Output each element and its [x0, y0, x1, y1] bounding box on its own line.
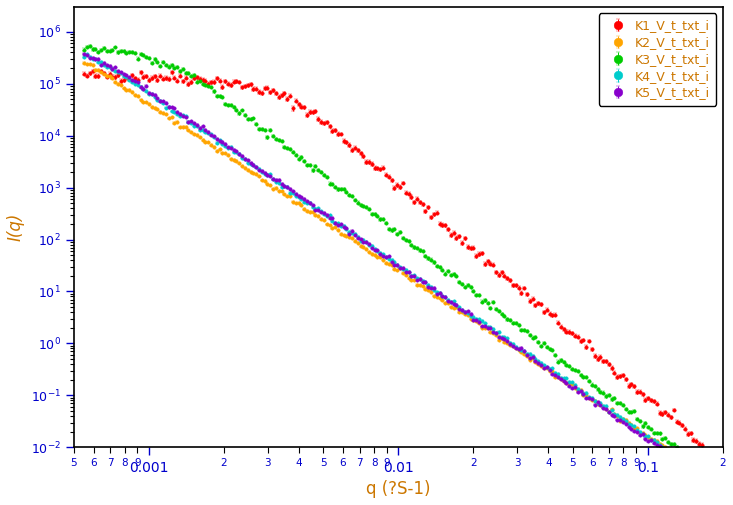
Legend: K1_V_t_txt_i, K2_V_t_txt_i, K3_V_t_txt_i, K4_V_t_txt_i, K5_V_t_txt_i: K1_V_t_txt_i, K2_V_t_txt_i, K3_V_t_txt_i…: [599, 13, 716, 106]
X-axis label: q (?S-1): q (?S-1): [366, 480, 430, 498]
Y-axis label: I(q): I(q): [7, 213, 25, 241]
